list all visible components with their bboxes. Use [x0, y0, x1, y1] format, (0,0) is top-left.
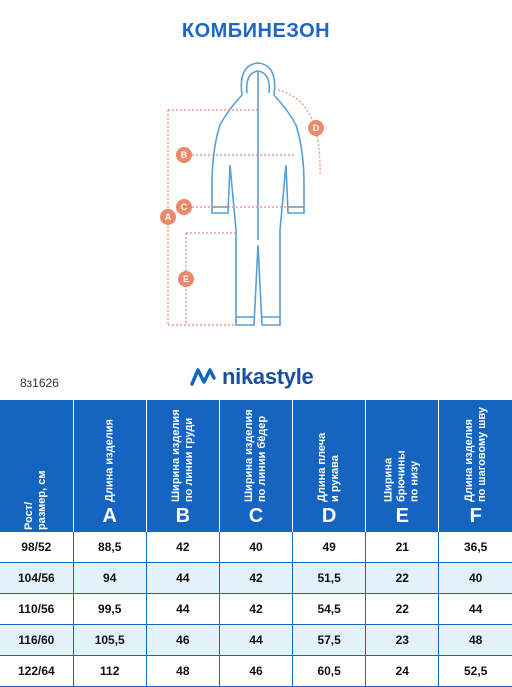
table-cell: 46	[218, 655, 293, 687]
column-header: Ширина изделия по линии бёдер C	[218, 400, 293, 532]
column-header: Ширина изделия по линии груди B	[145, 400, 220, 532]
table-body: 98/52 88,5 42 40 49 21 36,5 104/56 94 44 42 51,5 22 4…	[0, 532, 512, 687]
nikastyle-logo-icon	[190, 368, 216, 386]
article-number: 8з1626	[20, 376, 59, 390]
column-letter: C	[248, 505, 264, 527]
column-header-text: Длина изделия по шаговому шву	[462, 407, 488, 502]
table-cell: 22	[365, 593, 439, 625]
marker-a-label: A	[165, 212, 172, 222]
table-row: 110/56 99,5 44 42 54,5 22 44	[0, 593, 512, 625]
column-header: Ширина брючины по низу E	[365, 400, 439, 532]
table-row: 104/56 94 44 42 51,5 22 40	[0, 562, 512, 594]
column-header-text: Длина плеча и рукава	[316, 432, 342, 502]
marker-a	[160, 209, 176, 225]
marker-e	[178, 271, 194, 287]
column-header-text: Ширина брючины по низу	[382, 450, 421, 502]
table-cell: 46	[145, 624, 220, 656]
brand-logo: nikastyle	[190, 364, 314, 390]
size-table: Рост/ размер, см Длина изделия A Ширина изд…	[0, 400, 512, 687]
table-cell: 44	[218, 624, 293, 656]
table-cell: 52,5	[438, 655, 512, 687]
page-title: КОМБИНЕЗОН	[181, 20, 331, 42]
column-header-text: Рост/ размер, см	[23, 470, 49, 530]
table-cell: 49	[292, 532, 366, 563]
table-cell: 112	[72, 655, 147, 687]
table-cell: 40	[438, 562, 512, 594]
column-letter: D	[321, 505, 337, 527]
table-cell: 99,5	[72, 593, 147, 625]
table-row: 122/64 112 48 46 60,5 24 52,5	[0, 655, 512, 687]
table-cell: 22	[365, 562, 439, 594]
marker-d-label: D	[313, 123, 320, 133]
table-cell: 23	[365, 624, 439, 656]
column-header: Длина изделия A	[72, 400, 147, 532]
marker-b-label: B	[181, 150, 188, 160]
column-header: Рост/ размер, см	[0, 400, 74, 532]
table-cell: 110/56	[0, 593, 74, 625]
table-cell: 36,5	[438, 532, 512, 563]
column-header-text: Ширина изделия по линии груди	[169, 409, 195, 502]
table-row: 98/52 88,5 42 40 49 21 36,5	[0, 532, 512, 563]
table-cell: 42	[145, 532, 220, 563]
table-cell: 98/52	[0, 532, 74, 563]
table-cell: 44	[145, 562, 220, 594]
marker-b	[176, 147, 192, 163]
table-cell: 21	[365, 532, 439, 563]
column-header-text: Ширина изделия по линии бёдер	[242, 409, 268, 502]
table-cell: 48	[438, 624, 512, 656]
column-letter: A	[102, 505, 117, 527]
table-cell: 44	[145, 593, 220, 625]
marker-e-label: E	[183, 274, 189, 284]
marker-c	[176, 199, 192, 215]
table-cell: 116/60	[0, 624, 74, 656]
table-cell: 60,5	[292, 655, 366, 687]
table-header-row: Рост/ размер, см Длина изделия A Ширина изд…	[0, 400, 512, 532]
table-cell: 44	[438, 593, 512, 625]
table-cell: 48	[145, 655, 220, 687]
brand-name: nikastyle	[222, 364, 314, 389]
column-letter: B	[175, 505, 191, 527]
jumpsuit-diagram: A B C D E	[160, 62, 324, 326]
marker-d	[308, 120, 324, 136]
column-header: Длина изделия по шаговому шву F	[438, 400, 512, 532]
table-cell: 57,5	[292, 624, 366, 656]
table-cell: 51,5	[292, 562, 366, 594]
column-letter: F	[469, 505, 482, 527]
table-cell: 24	[365, 655, 439, 687]
table-cell: 40	[218, 532, 293, 563]
table-cell: 42	[218, 593, 293, 625]
column-letter: E	[395, 505, 409, 527]
table-cell: 88,5	[72, 532, 147, 563]
table-cell: 94	[72, 562, 147, 594]
column-header: Длина плеча и рукава D	[292, 400, 366, 532]
table-cell: 122/64	[0, 655, 74, 687]
marker-c-label: C	[181, 202, 188, 212]
table-cell: 104/56	[0, 562, 74, 594]
table-cell: 42	[218, 562, 293, 594]
table-cell: 54,5	[292, 593, 366, 625]
table-cell: 105,5	[72, 624, 147, 656]
table-row: 116/60 105,5 46 44 57,5 23 48	[0, 624, 512, 656]
column-header-text: Длина изделия	[103, 419, 116, 502]
